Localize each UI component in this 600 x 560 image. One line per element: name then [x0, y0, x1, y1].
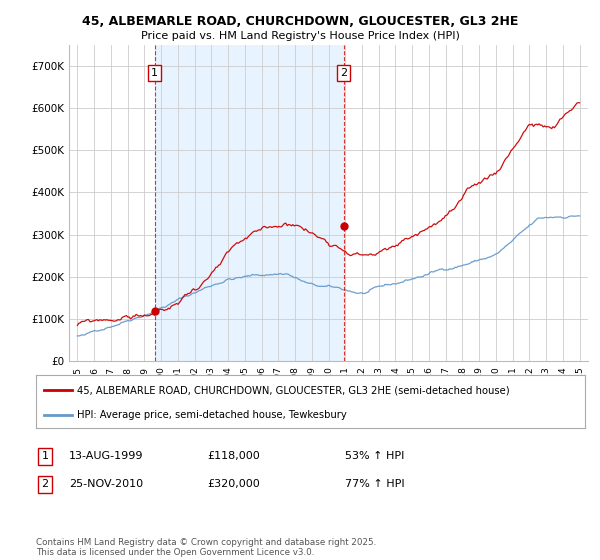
- Text: Price paid vs. HM Land Registry's House Price Index (HPI): Price paid vs. HM Land Registry's House …: [140, 31, 460, 41]
- Text: 2: 2: [340, 68, 347, 78]
- Text: 45, ALBEMARLE ROAD, CHURCHDOWN, GLOUCESTER, GL3 2HE (semi-detached house): 45, ALBEMARLE ROAD, CHURCHDOWN, GLOUCEST…: [77, 385, 510, 395]
- Text: 45, ALBEMARLE ROAD, CHURCHDOWN, GLOUCESTER, GL3 2HE: 45, ALBEMARLE ROAD, CHURCHDOWN, GLOUCEST…: [82, 15, 518, 27]
- Text: 1: 1: [151, 68, 158, 78]
- Text: £118,000: £118,000: [207, 451, 260, 461]
- Text: 2: 2: [41, 479, 49, 489]
- Text: Contains HM Land Registry data © Crown copyright and database right 2025.
This d: Contains HM Land Registry data © Crown c…: [36, 538, 376, 557]
- Text: HPI: Average price, semi-detached house, Tewkesbury: HPI: Average price, semi-detached house,…: [77, 410, 347, 420]
- Bar: [155, 45, 344, 361]
- Text: 25-NOV-2010: 25-NOV-2010: [69, 479, 143, 489]
- Text: 13-AUG-1999: 13-AUG-1999: [69, 451, 143, 461]
- Text: £320,000: £320,000: [207, 479, 260, 489]
- Text: 77% ↑ HPI: 77% ↑ HPI: [345, 479, 404, 489]
- Text: 1: 1: [41, 451, 49, 461]
- Text: 53% ↑ HPI: 53% ↑ HPI: [345, 451, 404, 461]
